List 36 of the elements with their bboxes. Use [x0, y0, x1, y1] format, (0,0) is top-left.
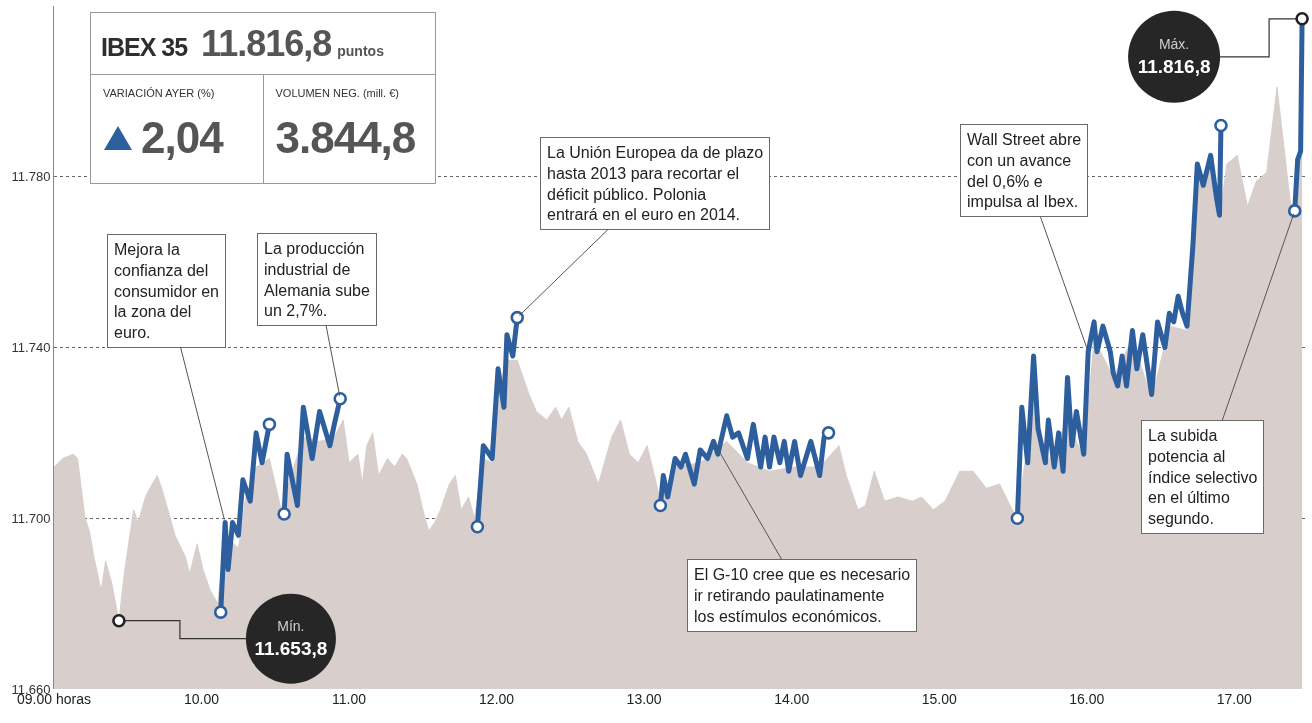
x-tick-label: 17.00	[1216, 691, 1252, 707]
point	[470, 519, 485, 534]
point	[653, 498, 668, 513]
y-tick-label: 11.780	[11, 169, 51, 185]
point	[262, 417, 277, 432]
x-tick-label: 10.00	[184, 691, 220, 707]
annotation: 3.844,8	[275, 113, 416, 163]
annotation: El G-10 cree que es necesario ir retirando paulatinamente los estímulos económicos.	[694, 566, 911, 625]
annotation: Máx. 11.816,8	[1137, 35, 1211, 77]
point	[213, 605, 228, 619]
x-tick-label: 14.00	[774, 691, 810, 707]
annotation: La Unión Europea da de plazo hasta 2013 para recortar el déficit público. Polonia entrará en el euro en 2014.	[547, 144, 764, 224]
annotation: Mejora la confianza del consumidor en la zona del euro.	[114, 241, 219, 342]
x-tick-label: 15.00	[921, 691, 957, 707]
annotation: La subida potencia al índice selectivo en el último segundo.	[1148, 427, 1258, 528]
x-tick-label: 11.00	[332, 691, 367, 707]
annotation: Mín. 11.653,8	[254, 617, 328, 659]
x-tick-label: 13.00	[626, 691, 662, 707]
annotation: 2,04	[141, 113, 223, 163]
text: IBEX 35	[101, 33, 188, 62]
point	[1214, 118, 1228, 133]
y-tick-label: 11.700	[11, 510, 51, 526]
text: 11.816,8 puntos	[201, 23, 384, 65]
point	[333, 391, 348, 406]
annotation: Wall Street abre con un avance del 0,6% e impulsa al Ibex.	[967, 131, 1082, 211]
x-tick-label: 12.00	[479, 691, 515, 707]
annotation: La producción industrial de Alemania sube un 2,7%.	[264, 240, 370, 320]
point	[1287, 204, 1302, 218]
point	[510, 310, 525, 325]
point	[1010, 511, 1025, 526]
x-tick-label: 16.00	[1069, 691, 1105, 707]
annotation: VOLUMEN NEG. (mill. €)	[275, 87, 400, 99]
annotation: VARIACIÓN AYER (%)	[103, 87, 216, 99]
y-tick-label: 11.740	[11, 340, 51, 356]
point	[277, 507, 291, 521]
point	[821, 426, 836, 440]
